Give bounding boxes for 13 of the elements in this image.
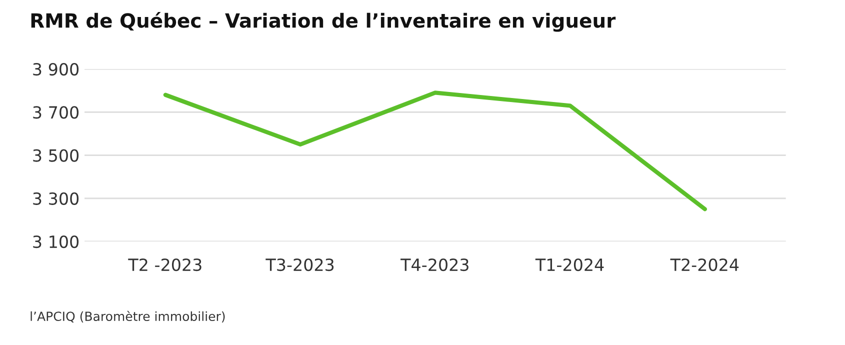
x-tick-label: T3-2023 bbox=[266, 258, 334, 272]
y-tick-label: 3 100 bbox=[33, 235, 79, 248]
y-tick-label: 3 300 bbox=[33, 192, 79, 205]
x-tick-label: T2-2024 bbox=[670, 258, 739, 272]
chart-title: RMR de Québec – Variation de l’inventaire en vigueur bbox=[31, 12, 616, 32]
x-tick-label: T1-2024 bbox=[535, 258, 604, 272]
y-tick-label: 3 900 bbox=[33, 62, 79, 76]
x-tick-label: T4-2023 bbox=[400, 258, 468, 272]
x-tick-label: T2 -2023 bbox=[128, 258, 202, 272]
line-series bbox=[163, 90, 708, 212]
y-tick-label: 3 700 bbox=[33, 106, 79, 119]
text: l’APCIQ (Baromètre immobilier) bbox=[30, 310, 225, 322]
y-tick-label: 3 500 bbox=[33, 149, 79, 162]
